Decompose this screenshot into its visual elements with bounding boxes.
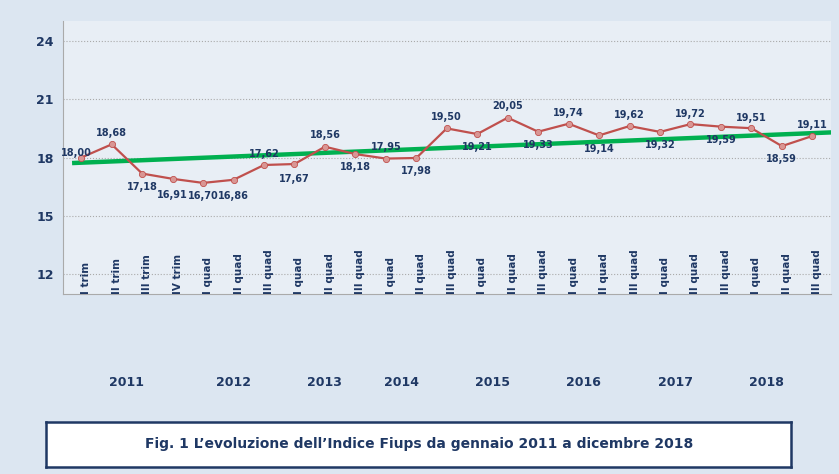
Text: 2014: 2014: [383, 376, 419, 389]
Point: [714, 123, 727, 130]
Text: 2018: 2018: [749, 376, 784, 389]
Text: 17,67: 17,67: [279, 174, 310, 184]
Text: 17,98: 17,98: [401, 166, 432, 176]
Point: [440, 125, 453, 132]
Text: II quad: II quad: [508, 253, 518, 294]
Point: [409, 154, 423, 162]
Point: [227, 176, 240, 183]
Point: [166, 175, 180, 182]
Point: [75, 154, 88, 162]
Point: [745, 124, 758, 132]
Point: [805, 132, 819, 140]
Point: [379, 155, 393, 163]
Point: [196, 179, 210, 187]
Text: I quad: I quad: [477, 257, 487, 294]
Text: III quad: III quad: [629, 249, 639, 294]
Text: I quad: I quad: [660, 257, 670, 294]
Text: 2013: 2013: [307, 376, 342, 389]
Text: 19,74: 19,74: [553, 108, 584, 118]
Point: [684, 120, 697, 128]
Text: 16,86: 16,86: [218, 191, 249, 201]
Point: [775, 142, 789, 150]
Text: I quad: I quad: [203, 257, 213, 294]
Text: 16,91: 16,91: [157, 190, 188, 200]
Point: [349, 150, 362, 158]
Point: [318, 143, 331, 151]
Text: I quad: I quad: [294, 257, 305, 294]
Text: I quad: I quad: [569, 257, 579, 294]
Text: 2012: 2012: [216, 376, 251, 389]
Text: 2011: 2011: [109, 376, 144, 389]
Text: III quad: III quad: [356, 249, 365, 294]
Text: 18,59: 18,59: [767, 155, 797, 164]
Text: 18,18: 18,18: [340, 162, 371, 172]
Text: 19,14: 19,14: [584, 144, 614, 154]
Text: II quad: II quad: [325, 253, 335, 294]
Point: [135, 170, 149, 177]
Text: III quad: III quad: [264, 249, 274, 294]
Point: [531, 128, 545, 136]
Text: I trim: I trim: [81, 262, 91, 294]
Text: 18,00: 18,00: [61, 147, 92, 158]
Point: [623, 122, 636, 130]
Text: III quad: III quad: [538, 249, 548, 294]
Text: I quad: I quad: [752, 257, 762, 294]
Text: III quad: III quad: [812, 249, 822, 294]
Text: 2016: 2016: [566, 376, 602, 389]
Text: 2015: 2015: [475, 376, 510, 389]
Text: 17,95: 17,95: [371, 142, 401, 152]
Text: II quad: II quad: [782, 253, 792, 294]
Text: 20,05: 20,05: [492, 101, 523, 111]
Text: 19,51: 19,51: [736, 113, 767, 123]
Point: [501, 114, 514, 121]
Text: 19,72: 19,72: [675, 109, 706, 119]
Text: 19,50: 19,50: [431, 112, 462, 122]
Text: 19,11: 19,11: [797, 120, 828, 130]
Text: 18,56: 18,56: [310, 130, 341, 140]
Text: III quad: III quad: [721, 249, 731, 294]
Text: 19,59: 19,59: [706, 135, 737, 145]
Point: [562, 120, 576, 128]
Text: 19,21: 19,21: [461, 142, 492, 152]
Text: II quad: II quad: [599, 253, 609, 294]
Text: II quad: II quad: [416, 253, 426, 294]
Text: II quad: II quad: [690, 253, 701, 294]
Text: II trim: II trim: [112, 258, 122, 294]
Text: III quad: III quad: [446, 249, 456, 294]
Text: II quad: II quad: [233, 253, 243, 294]
Text: 19,32: 19,32: [644, 140, 675, 150]
Text: 17,18: 17,18: [127, 182, 158, 192]
Text: IV trim: IV trim: [173, 254, 183, 294]
Text: 2017: 2017: [658, 376, 693, 389]
Text: 16,70: 16,70: [188, 191, 218, 201]
Point: [654, 128, 667, 136]
Text: Fig. 1 L’evoluzione dell’Indice Fiups da gennaio 2011 a dicembre 2018: Fig. 1 L’evoluzione dell’Indice Fiups da…: [144, 438, 693, 451]
Text: 18,68: 18,68: [96, 128, 128, 138]
Text: I quad: I quad: [386, 257, 396, 294]
Point: [258, 161, 271, 169]
Text: 19,62: 19,62: [614, 110, 645, 120]
Point: [471, 130, 484, 138]
Point: [288, 160, 301, 168]
Text: III trim: III trim: [142, 254, 152, 294]
Point: [105, 141, 118, 148]
Text: 17,62: 17,62: [248, 149, 279, 159]
Text: 19,33: 19,33: [523, 140, 554, 150]
Point: [592, 132, 606, 139]
